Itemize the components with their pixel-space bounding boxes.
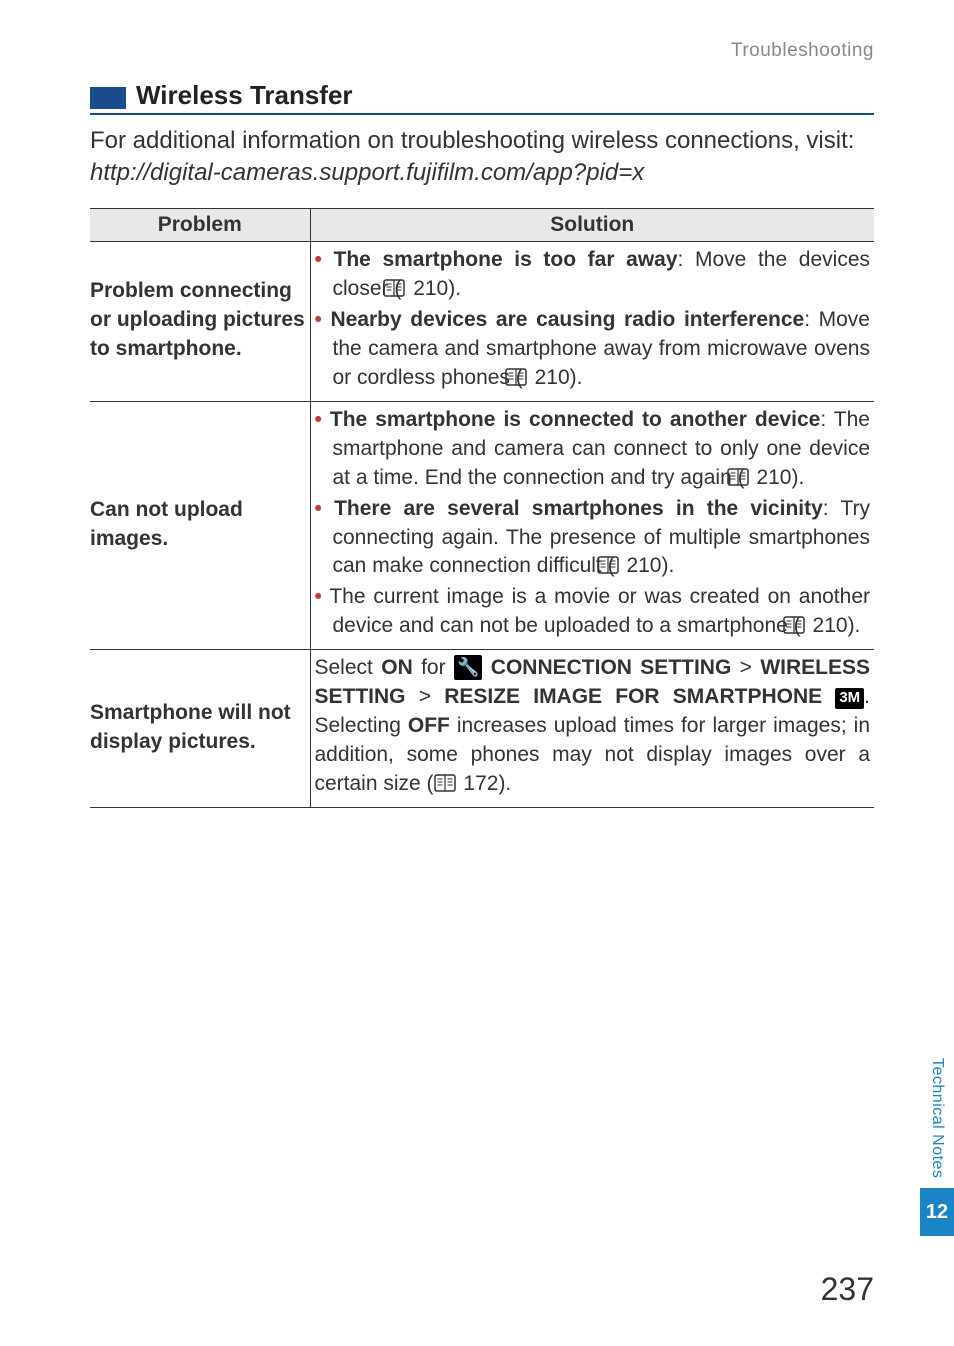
bullet-item: • The smartphone is connected to another… (315, 406, 871, 495)
section-title: Wireless Transfer (136, 80, 353, 111)
text-fragment: ). (498, 772, 511, 795)
bullet-dot-icon: • (315, 408, 322, 431)
page-ref-icon (434, 772, 458, 801)
page-ref-num: 210 (626, 554, 661, 577)
bullet-dot-icon: • (315, 497, 322, 520)
size-badge-icon: 3M (835, 688, 864, 709)
bullet-bold: There are several smartphones in the vic… (334, 497, 823, 520)
side-tab: Technical Notes 12 (920, 1058, 954, 1236)
table-header-problem: Problem (90, 208, 310, 241)
side-tab-label: Technical Notes (928, 1058, 946, 1178)
bullet-tail: ). (791, 466, 804, 489)
page-ref-num: 210 (813, 614, 848, 637)
bullet-tail: ). (848, 614, 861, 637)
bullet-item: • Nearby devices are causing radio inter… (315, 306, 871, 395)
bullet-tail: ). (448, 277, 461, 300)
table-row: Smartphone will not display pictures. Se… (90, 650, 874, 808)
page-ref-num: 210 (535, 366, 570, 389)
menu-path: RESIZE IMAGE FOR SMARTPHONE (444, 685, 835, 708)
page-ref-icon (801, 614, 807, 643)
text-fragment: for (413, 656, 454, 679)
bullet-bold: The smartphone is connected to another d… (330, 408, 820, 431)
page-ref-icon (745, 466, 751, 495)
page-ref-num: 210 (413, 277, 448, 300)
bullet-item: • There are several smartphones in the v… (315, 495, 871, 584)
bullet-bold: Nearby devices are causing radio interfe… (330, 308, 804, 331)
bullet-dot-icon: • (315, 308, 322, 331)
page-ref-num: 172 (463, 772, 498, 795)
bullet-item: • The current image is a movie or was cr… (315, 583, 871, 643)
intro-paragraph: For additional information on troublesho… (90, 125, 874, 190)
page-ref-num: 210 (756, 466, 791, 489)
troubleshooting-table: Problem Solution Problem connecting or u… (90, 208, 874, 808)
problem-cell: Can not upload images. (90, 401, 310, 650)
text-fragment: Select (315, 656, 382, 679)
bullet-tail: ). (570, 366, 583, 389)
section-header: Wireless Transfer (90, 80, 874, 115)
off-label: OFF (408, 714, 450, 737)
problem-cell: Smartphone will not display pictures. (90, 650, 310, 808)
table-header-solution: Solution (310, 208, 874, 241)
page-ref-icon (615, 554, 621, 583)
text-fragment: > (731, 656, 760, 679)
menu-path: CONNECTION SETTING (482, 656, 731, 679)
problem-cell: Problem connecting or uploading pictures… (90, 241, 310, 401)
page-number: 237 (821, 1271, 874, 1308)
intro-text: For additional information on troublesho… (90, 127, 854, 154)
solution-cell: • The smartphone is connected to another… (310, 401, 874, 650)
text-fragment: > (406, 685, 445, 708)
table-row: Can not upload images. • The smartphone … (90, 401, 874, 650)
solution-cell: • The smartphone is too far away: Move t… (310, 241, 874, 401)
section-marker-icon (90, 87, 126, 109)
bullet-item: • The smartphone is too far away: Move t… (315, 246, 871, 306)
solution-cell: Select ON for 🔧 CONNECTION SETTING > WIR… (310, 650, 874, 808)
bullet-tail: ). (662, 554, 675, 577)
intro-link: http://digital-cameras.support.fujifilm.… (90, 159, 644, 186)
table-row: Problem connecting or uploading pictures… (90, 241, 874, 401)
bullet-dot-icon: • (315, 248, 322, 271)
breadcrumb: Troubleshooting (90, 40, 874, 62)
bullet-dot-icon: • (315, 585, 322, 608)
bullet-bold: The smartphone is too far away (334, 248, 678, 271)
solution-text: Select ON for 🔧 CONNECTION SETTING > WIR… (315, 656, 871, 795)
page-ref-icon (523, 366, 529, 395)
page-ref-icon (401, 277, 407, 306)
on-label: ON (381, 656, 413, 679)
wrench-icon: 🔧 (454, 655, 482, 680)
side-tab-number: 12 (920, 1188, 954, 1236)
